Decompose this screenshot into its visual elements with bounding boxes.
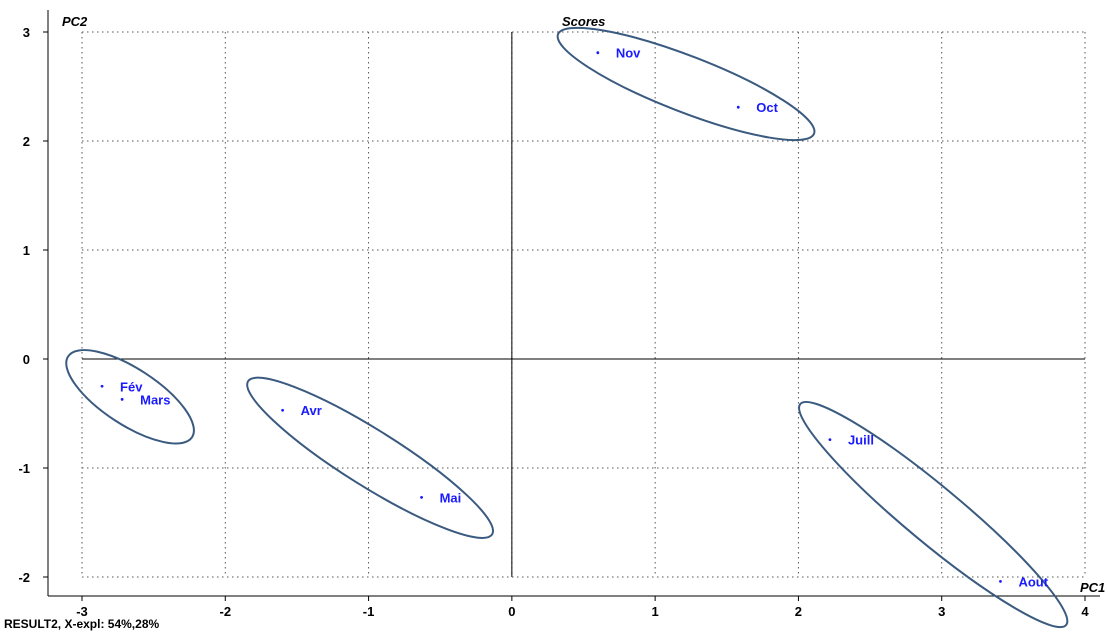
- y-tick-label: -2: [18, 570, 30, 585]
- data-point: [281, 408, 284, 412]
- x-tick-label: 1: [652, 604, 659, 619]
- point-label: Oct: [756, 100, 778, 115]
- x-tick-label: 3: [938, 604, 945, 619]
- chart-title: Scores: [562, 14, 605, 29]
- group-ellipses: [65, 26, 1069, 629]
- y-tick-label: 0: [23, 352, 30, 367]
- data-point: [420, 496, 423, 499]
- point-label: Mars: [140, 392, 170, 407]
- data-point: [999, 579, 1002, 583]
- x-tick-label: 4: [1081, 604, 1089, 619]
- y-tick-label: 2: [23, 134, 30, 149]
- x-tick-label: -1: [363, 604, 375, 619]
- x-tick-label: -3: [76, 604, 88, 619]
- x-axis-title: PC1: [1080, 580, 1105, 595]
- point-label: Nov: [616, 46, 641, 61]
- group-ellipse: [246, 376, 495, 539]
- data-point: [828, 438, 832, 442]
- data-point: [100, 384, 104, 388]
- y-tick-label: 3: [23, 25, 30, 40]
- x-tick-label: -2: [220, 604, 232, 619]
- y-axis-title: PC2: [62, 14, 88, 29]
- y-tick-label: 1: [23, 243, 30, 258]
- point-label: Avr: [301, 403, 322, 418]
- y-tick-label: -1: [18, 461, 30, 476]
- group-ellipse: [65, 349, 195, 445]
- x-tick-label: 0: [508, 604, 515, 619]
- data-point: [736, 105, 740, 109]
- group-ellipse: [798, 400, 1069, 629]
- point-label: Fév: [120, 379, 143, 394]
- footer-status: RESULT2, X-expl: 54%,28%: [4, 617, 160, 631]
- x-tick-label: 2: [795, 604, 802, 619]
- data-point: [120, 397, 124, 401]
- axes: [47, 10, 1100, 597]
- group-ellipse: [556, 26, 816, 142]
- point-label: Mai: [440, 490, 462, 505]
- point-label: Aout: [1018, 574, 1048, 589]
- grid: [81, 31, 1086, 578]
- data-point: [596, 51, 600, 55]
- point-label: Juill: [848, 433, 874, 448]
- tick-labels: -3 -2 -1 0 1 2 3 4 -2 -1 0 1 2 3: [18, 25, 1089, 619]
